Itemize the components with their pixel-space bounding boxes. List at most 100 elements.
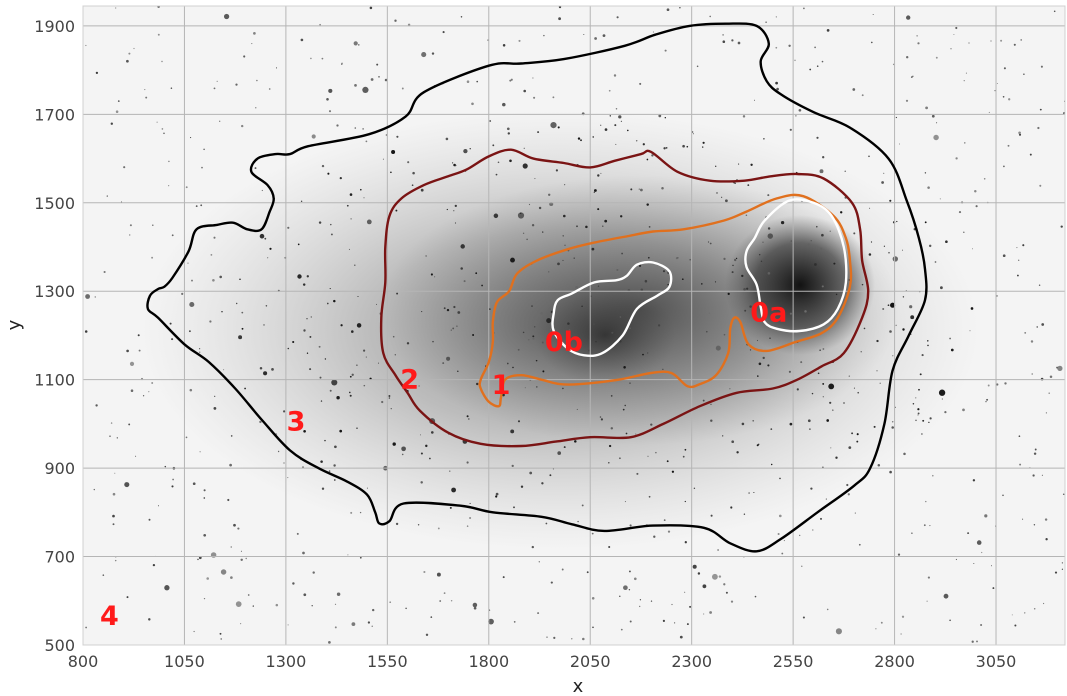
star-point (615, 108, 618, 110)
star-point (1004, 382, 1007, 385)
star-point (259, 233, 265, 239)
star-point (912, 75, 914, 77)
star-point (275, 67, 278, 69)
star-point (452, 327, 455, 330)
star-point (488, 618, 494, 625)
star-point (319, 23, 321, 26)
star-point (804, 310, 807, 313)
star-point (996, 83, 998, 84)
star-point (436, 572, 441, 577)
star-point (417, 524, 420, 526)
star-point (1003, 165, 1005, 168)
star-point (152, 563, 156, 567)
star-point (771, 251, 773, 253)
star-point (216, 80, 218, 83)
star-point (767, 272, 771, 275)
star-point (743, 287, 746, 291)
star-point (746, 287, 749, 290)
star-point (880, 621, 883, 624)
star-point (973, 562, 975, 565)
star-point (187, 262, 189, 264)
star-point (770, 428, 773, 430)
star-point (684, 541, 687, 544)
star-point (169, 322, 172, 325)
star-point (826, 419, 830, 422)
star-point (667, 272, 670, 274)
star-point (212, 279, 215, 282)
star-point (235, 601, 242, 607)
star-point (103, 270, 106, 274)
star-point (190, 137, 192, 139)
contour-1 (478, 193, 853, 408)
star-point (533, 96, 536, 99)
star-point (684, 500, 686, 503)
star-point (760, 260, 763, 263)
star-point (856, 433, 859, 436)
star-point (510, 257, 515, 263)
star-point (788, 44, 791, 47)
star-point (927, 340, 929, 342)
star-point (609, 115, 612, 117)
star-point (390, 171, 392, 174)
star-point (1045, 538, 1048, 541)
star-point (235, 83, 238, 86)
star-point (401, 453, 404, 456)
star-point (895, 116, 898, 119)
star-point (835, 456, 838, 459)
star-point (328, 110, 332, 113)
star-point (366, 487, 368, 489)
star-point (351, 373, 354, 376)
star-point (363, 349, 366, 352)
star-point (639, 605, 641, 608)
star-point (928, 421, 930, 424)
star-point (243, 55, 246, 58)
star-point (629, 524, 632, 527)
star-point (925, 500, 927, 503)
y-tick-label: 500 (44, 636, 75, 655)
star-point (722, 435, 724, 437)
star-point (334, 445, 337, 449)
star-point (906, 15, 911, 20)
star-point (576, 225, 578, 228)
star-point (928, 244, 932, 248)
star-point (562, 235, 564, 237)
star-point (675, 257, 678, 260)
star-point (663, 519, 666, 521)
star-point (965, 72, 967, 74)
star-point (265, 305, 268, 307)
star-point (269, 247, 272, 250)
star-point (571, 638, 573, 640)
star-point (528, 339, 530, 341)
star-point (95, 71, 99, 75)
star-point (697, 572, 701, 575)
star-point (354, 264, 356, 267)
star-point (597, 285, 600, 287)
star-point (767, 233, 774, 239)
star-point (577, 520, 579, 523)
star-point (392, 442, 396, 446)
star-point (420, 452, 423, 455)
star-point (542, 231, 544, 233)
star-point (341, 62, 343, 64)
star-point (148, 391, 150, 393)
star-point (829, 230, 831, 232)
star-point (128, 423, 131, 426)
star-point (151, 382, 154, 384)
star-point (219, 275, 222, 279)
star-point (790, 240, 793, 242)
star-point (1018, 435, 1021, 438)
star-point (620, 628, 623, 631)
star-point (705, 330, 708, 333)
star-point (156, 121, 158, 123)
star-point (466, 461, 469, 464)
star-point (716, 192, 718, 194)
star-point (816, 136, 819, 139)
star-point (551, 332, 554, 335)
star-point (457, 370, 459, 373)
star-point (972, 479, 976, 482)
star-point (362, 128, 364, 130)
star-point (378, 76, 380, 78)
star-point (934, 261, 937, 263)
star-point (811, 392, 814, 395)
star-point (742, 115, 746, 118)
